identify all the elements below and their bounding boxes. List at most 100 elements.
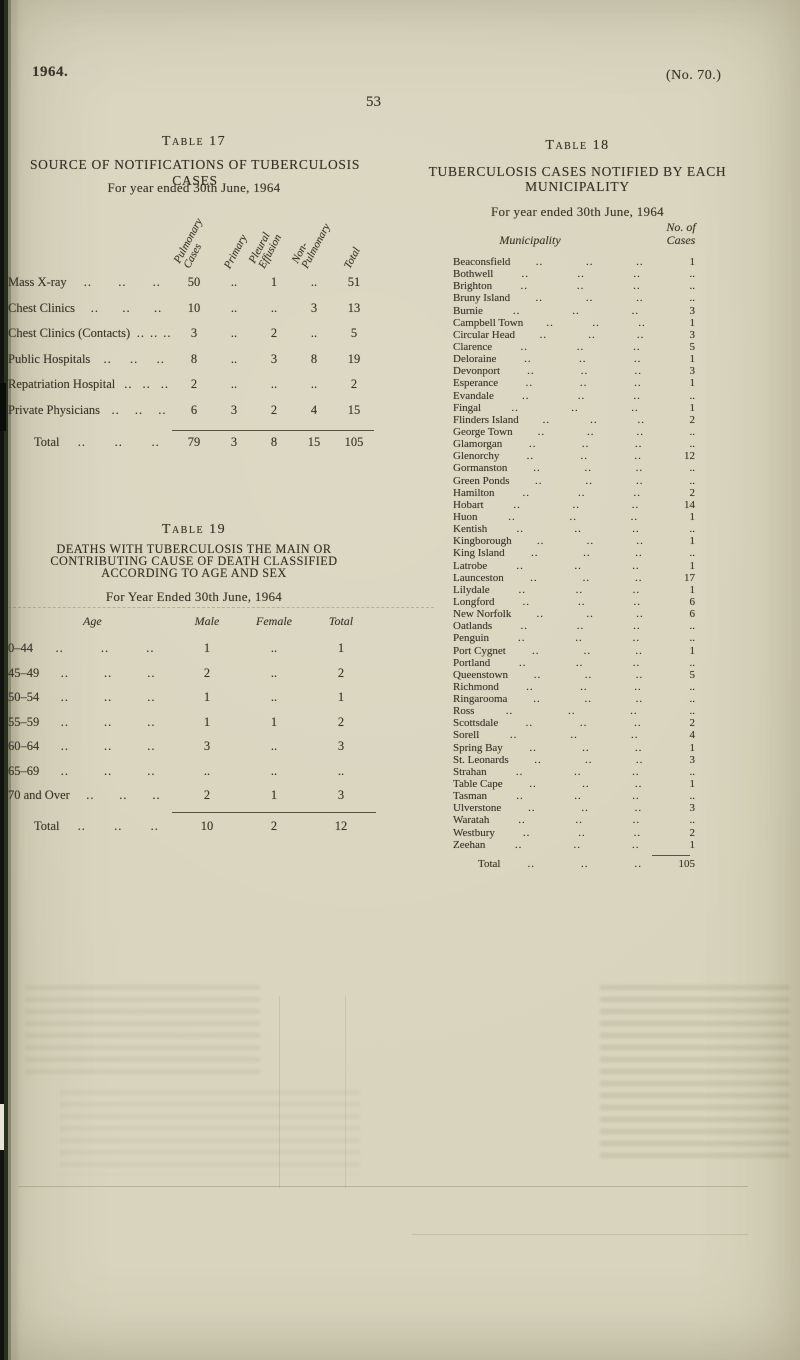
- leader-dots: ..: [163, 327, 172, 340]
- cases-count: 3: [689, 304, 695, 317]
- row-label: Mass X-ray: [8, 275, 67, 289]
- leader-dots: ..: [55, 642, 64, 655]
- total-total: 105: [344, 435, 364, 449]
- cell-primary: 3: [230, 402, 238, 417]
- municipality-row: Sorell...... 4: [405, 729, 695, 741]
- cases-count: ..: [689, 620, 696, 633]
- cell-pleural-effusion: ..: [270, 300, 278, 315]
- municipality-row: Hobart...... 14: [405, 499, 695, 511]
- municipality-row: Flinders Island...... 2: [405, 414, 695, 426]
- cases-count: 4: [689, 729, 696, 742]
- table-17-body: Mass X-ray...... 50 .. 1 .. 51 Chest Cli…: [8, 276, 380, 463]
- deaths-total: 2: [337, 714, 345, 729]
- leader-dots: ..: [630, 729, 639, 742]
- leader-dots: ..: [633, 340, 641, 353]
- cell-total: 51: [347, 275, 361, 289]
- total-rule: [172, 430, 374, 431]
- total-male: 10: [200, 818, 214, 833]
- cell-pulmonary-cases: 8: [190, 351, 198, 366]
- municipality-row: Table Cape...... 1: [405, 778, 695, 790]
- cases-count: 5: [689, 668, 696, 681]
- row-label: Repatriation Hospital: [8, 377, 116, 391]
- municipality-row: Esperance...... 1: [405, 377, 695, 389]
- leader-dots: ..: [86, 789, 95, 802]
- municipality-name: Glamorgan: [453, 438, 503, 451]
- leader-dots: ..: [509, 729, 518, 742]
- cases-count: ..: [689, 425, 695, 438]
- leader-dots: ..: [587, 425, 595, 438]
- municipality-row: Ulverstone...... 3: [405, 802, 695, 814]
- municipality-row: Strahan........: [405, 766, 695, 778]
- municipality-row: Hamilton...... 2: [405, 487, 695, 499]
- cell-total: 13: [347, 300, 361, 315]
- age-group-row: 50–54...... 1 .. 1: [8, 691, 380, 716]
- municipality-name: Bruny Island: [453, 292, 511, 305]
- municipality-name: Latrobe: [453, 559, 488, 572]
- leader-dots: ..: [527, 857, 535, 870]
- municipality-name: St. Leonards: [453, 753, 509, 766]
- leader-dots: ..: [631, 838, 640, 851]
- header-issue-number: (No. 70.): [666, 68, 722, 83]
- leader-dots: ..: [635, 693, 644, 706]
- row-label: Public Hospitals: [8, 351, 91, 366]
- leader-dots: ..: [585, 256, 594, 268]
- municipality-row: Longford...... 6: [405, 596, 695, 608]
- cell-primary: ..: [230, 326, 238, 340]
- municipality-name: Queenstown: [453, 668, 508, 681]
- leader-dots: ..: [122, 301, 131, 315]
- row-label: Chest Clinics (Contacts): [8, 326, 131, 340]
- leader-dots: ..: [580, 365, 589, 378]
- table-row: Private Physicians...... 6 3 2 4 15: [8, 402, 380, 430]
- leader-dots: ..: [632, 583, 641, 596]
- total-label: Total: [478, 857, 501, 870]
- municipality-row: Launceston...... 17: [405, 572, 695, 584]
- leader-dots: ..: [521, 268, 530, 281]
- bleedthrough-line: [18, 1186, 748, 1187]
- cases-count: ..: [689, 462, 696, 475]
- leader-dots: ..: [147, 740, 156, 753]
- municipality-name: Gormanston: [453, 462, 508, 475]
- leader-dots: ..: [114, 436, 123, 449]
- leader-dots: ..: [111, 403, 120, 417]
- leader-dots: ..: [60, 764, 69, 778]
- leader-dots: ..: [528, 802, 536, 815]
- municipality-name: Circular Head: [453, 328, 515, 341]
- municipality-name: Waratah: [453, 814, 490, 827]
- table-row: Public Hospitals...... 8 .. 3 8 19: [8, 351, 380, 379]
- leader-dots: ..: [511, 401, 519, 414]
- leader-dots: ..: [582, 571, 591, 584]
- table-18-rows: Beaconsfield...... 1 Bothwell........ Bri…: [405, 256, 750, 851]
- leader-dots: ..: [635, 644, 643, 657]
- municipality-row: Circular Head...... 3: [405, 329, 695, 341]
- municipality-name: Portland: [453, 656, 491, 669]
- cell-primary: ..: [230, 351, 238, 366]
- municipality-row: Glamorgan........: [405, 438, 695, 450]
- leader-dots: ..: [533, 693, 541, 706]
- binding-notch: [0, 383, 6, 431]
- leader-dots: ..: [529, 741, 537, 754]
- municipality-row: Tasman........: [405, 790, 695, 802]
- cases-count: 1: [689, 838, 696, 851]
- leader-dots: ..: [530, 571, 538, 584]
- faint-dashed-rule: [8, 607, 434, 608]
- table-17-title: SOURCE OF NOTIFICATIONS OF TUBERCULOSIS …: [29, 157, 361, 188]
- leader-dots: ..: [60, 715, 69, 729]
- leader-dots: ..: [572, 304, 580, 317]
- cell-pulmonary-cases: 6: [190, 402, 198, 417]
- bleedthrough-text: [600, 985, 790, 1165]
- leader-dots: ..: [574, 559, 582, 572]
- table-18-body: Beaconsfield...... 1 Bothwell........ Bri…: [405, 256, 750, 873]
- leader-dots: ..: [631, 304, 640, 317]
- table-18-title: TUBERCULOSIS CASES NOTIFIED BY EACH MUNI…: [428, 164, 727, 194]
- leader-dots: ..: [581, 438, 590, 451]
- leader-dots: ..: [578, 486, 586, 499]
- leader-dots: ..: [636, 425, 644, 438]
- leader-dots: ..: [584, 693, 592, 706]
- leader-dots: ..: [634, 778, 643, 791]
- age-group: 45–49: [8, 665, 40, 680]
- leader-dots: ..: [580, 450, 588, 463]
- leader-dots: ..: [584, 668, 593, 681]
- cases-count: 2: [689, 486, 696, 499]
- leader-dots: ..: [631, 498, 640, 511]
- leader-dots: ..: [536, 608, 545, 621]
